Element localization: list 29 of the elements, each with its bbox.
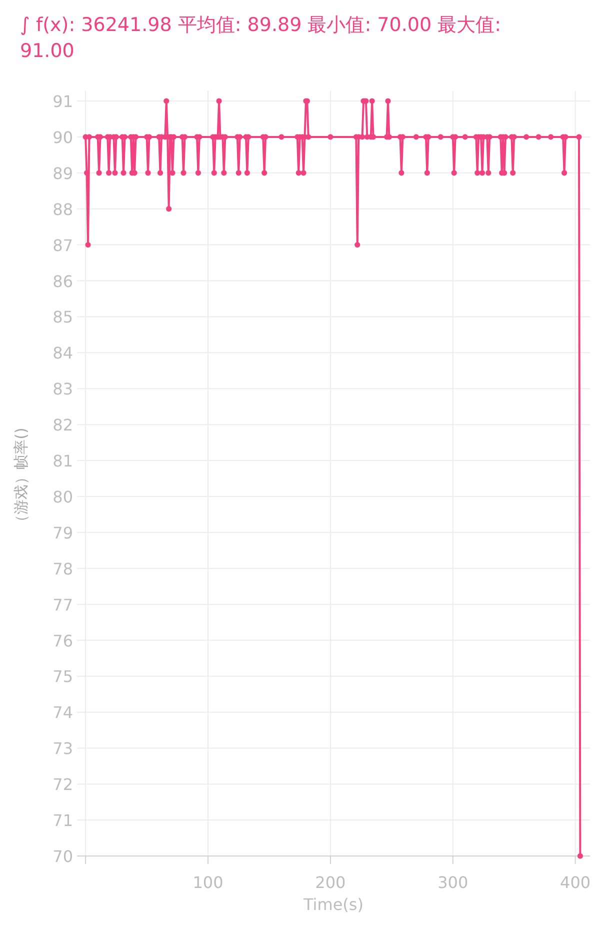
y-tick-label: 71 (52, 811, 73, 830)
y-tick-label: 87 (52, 236, 73, 255)
y-tick-label: 72 (52, 775, 73, 794)
x-tick-label: 200 (315, 873, 346, 892)
y-tick-label: 83 (52, 380, 73, 399)
y-tick-label: 74 (52, 703, 73, 722)
y-tick-label: 84 (52, 344, 73, 363)
y-tick-label: 77 (52, 595, 73, 614)
y-tick-label: 88 (52, 200, 73, 219)
y-tick-label: 89 (52, 164, 73, 183)
y-tick-label: 76 (52, 631, 73, 650)
x-axis-title: Time(s) (302, 895, 364, 914)
y-tick-label: 70 (52, 847, 73, 866)
y-tick-label: 85 (52, 308, 73, 327)
y-tick-label: 79 (52, 523, 73, 542)
y-tick-label: 86 (52, 272, 73, 291)
y-tick-label: 81 (52, 452, 73, 471)
x-tick-label: 100 (192, 873, 224, 892)
y-tick-label: 90 (52, 128, 73, 147)
x-tick-label: 400 (560, 873, 591, 892)
chart-title: ∫ f(x): 36241.98 平均值: 89.89 最小值: 70.00 最大值: 91.00 (19, 13, 502, 64)
x-tick-label: 300 (438, 873, 468, 892)
y-tick-label: 80 (52, 487, 73, 506)
y-tick-label: 73 (52, 739, 73, 758)
y-tick-label: 75 (52, 667, 73, 686)
y-tick-label: 91 (52, 92, 73, 111)
y-axis-title: （游戏）帧率() (12, 428, 30, 530)
y-tick-label: 82 (52, 416, 73, 435)
y-tick-label: 78 (52, 559, 73, 578)
